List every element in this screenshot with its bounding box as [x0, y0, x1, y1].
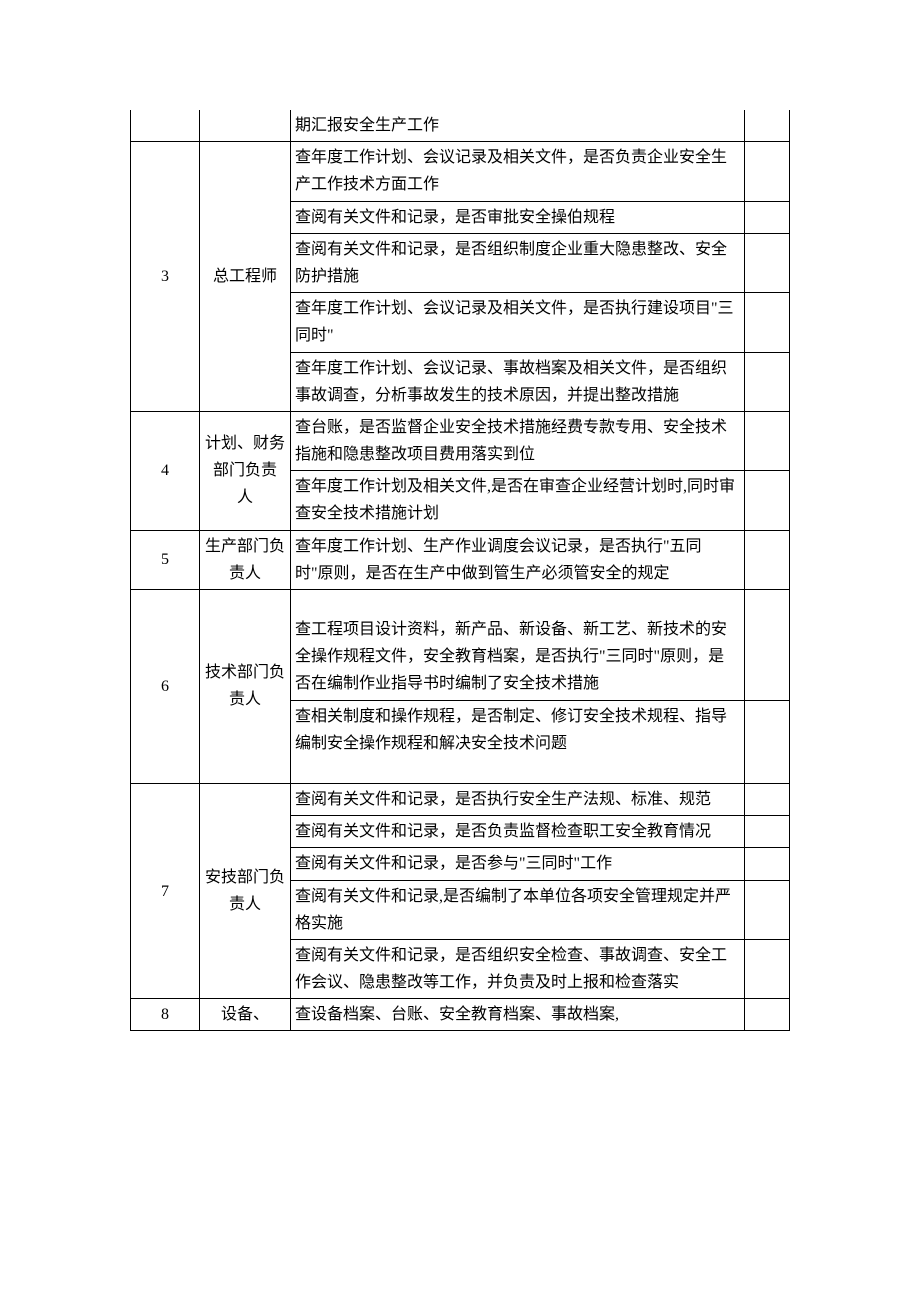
cell-role: 设备、 — [200, 999, 291, 1031]
cell-note — [745, 110, 790, 142]
cell-role: 计划、财务部门负责 人 — [200, 411, 291, 530]
cell-note — [745, 816, 790, 848]
cell-description: 查工程项目设计资料，新产品、新设备、新工艺、新技术的安全操作规程文件，安全教育档… — [291, 590, 745, 701]
table-row: 3总工程师查年度工作计划、会议记录及相关文件，是否负责企业安全生产工作技术方面工… — [131, 142, 790, 201]
cell-description: 查相关制度和操作规程，是否制定、修订安全技术规程、指导编制安全操作规程和解决安全… — [291, 700, 745, 783]
cell-index: 6 — [131, 590, 200, 784]
cell-note — [745, 939, 790, 998]
cell-note — [745, 700, 790, 783]
cell-note — [745, 999, 790, 1031]
cell-description: 查年度工作计划、会议记录及相关文件，是否执行建设项目"三同时" — [291, 293, 745, 352]
cell-index — [131, 110, 200, 142]
cell-note — [745, 352, 790, 411]
table-row: 5生产部门负责人查年度工作计划、生产作业调度会议记录，是否执行"五同时"原则，是… — [131, 530, 790, 589]
cell-index: 3 — [131, 142, 200, 412]
cell-index: 7 — [131, 783, 200, 998]
cell-role — [200, 110, 291, 142]
table-row: 期汇报安全生产工作 — [131, 110, 790, 142]
table-row: 6技术部门负责人查工程项目设计资料，新产品、新设备、新工艺、新技术的安全操作规程… — [131, 590, 790, 701]
cell-note — [745, 201, 790, 233]
cell-description: 查年度工作计划、生产作业调度会议记录，是否执行"五同时"原则，是否在生产中做到管… — [291, 530, 745, 589]
cell-note — [745, 471, 790, 530]
document-page: 期汇报安全生产工作3总工程师查年度工作计划、会议记录及相关文件，是否负责企业安全… — [0, 0, 920, 1301]
cell-description: 查阅有关文件和记录，是否参与"三同时"工作 — [291, 848, 745, 880]
table-row: 8设备、查设备档案、台账、安全教育档案、事故档案, — [131, 999, 790, 1031]
table-row: 4计划、财务部门负责 人查台账，是否监督企业安全技术措施经费专款专用、安全技术指… — [131, 411, 790, 470]
cell-description: 查阅有关文件和记录，是否审批安全操伯规程 — [291, 201, 745, 233]
cell-description: 查阅有关文件和记录，是否执行安全生产法规、标准、规范 — [291, 783, 745, 815]
cell-note — [745, 783, 790, 815]
cell-note — [745, 530, 790, 589]
cell-description: 查阅有关文件和记录,是否编制了本单位各项安全管理规定并严格实施 — [291, 880, 745, 939]
cell-description: 查年度工作计划、会议记录、事故档案及相关文件，是否组织事故调查，分析事故发生的技… — [291, 352, 745, 411]
responsibility-table: 期汇报安全生产工作3总工程师查年度工作计划、会议记录及相关文件，是否负责企业安全… — [130, 110, 790, 1031]
cell-note — [745, 293, 790, 352]
cell-role: 总工程师 — [200, 142, 291, 412]
cell-index: 4 — [131, 411, 200, 530]
cell-description: 期汇报安全生产工作 — [291, 110, 745, 142]
cell-description: 查年度工作计划、会议记录及相关文件，是否负责企业安全生产工作技术方面工作 — [291, 142, 745, 201]
cell-note — [745, 880, 790, 939]
cell-note — [745, 233, 790, 292]
cell-role: 安技部门负责人 — [200, 783, 291, 998]
cell-description: 查阅有关文件和记录，是否负责监督检查职工安全教育情况 — [291, 816, 745, 848]
cell-role: 技术部门负责人 — [200, 590, 291, 784]
table-row: 7安技部门负责人查阅有关文件和记录，是否执行安全生产法规、标准、规范 — [131, 783, 790, 815]
cell-index: 8 — [131, 999, 200, 1031]
cell-note — [745, 142, 790, 201]
cell-description: 查设备档案、台账、安全教育档案、事故档案, — [291, 999, 745, 1031]
cell-description: 查阅有关文件和记录，是否组织制度企业重大隐患整改、安全防护措施 — [291, 233, 745, 292]
cell-description: 查台账，是否监督企业安全技术措施经费专款专用、安全技术指施和隐患整改项目费用落实… — [291, 411, 745, 470]
cell-note — [745, 411, 790, 470]
cell-index: 5 — [131, 530, 200, 589]
cell-role: 生产部门负责人 — [200, 530, 291, 589]
cell-description: 查年度工作计划及相关文件,是否在审查企业经营计划时,同时审查安全技术措施计划 — [291, 471, 745, 530]
cell-note — [745, 590, 790, 701]
cell-note — [745, 848, 790, 880]
cell-description: 查阅有关文件和记录，是否组织安全检查、事故调查、安全工作会议、隐患整改等工作，并… — [291, 939, 745, 998]
